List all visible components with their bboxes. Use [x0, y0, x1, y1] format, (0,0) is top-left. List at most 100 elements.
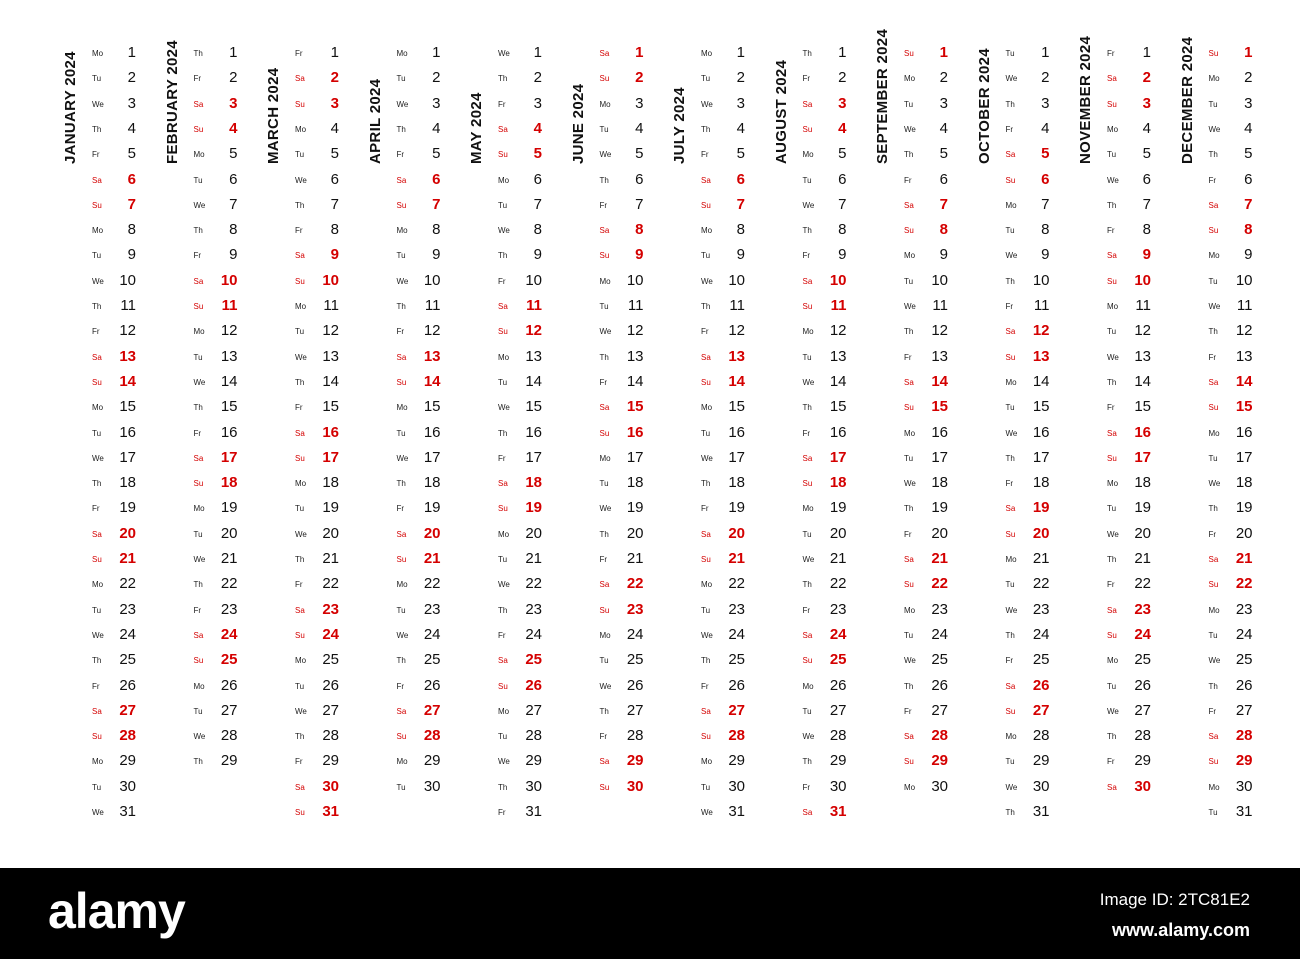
day-row: Th 29: [803, 750, 875, 775]
day-row: Tu 13: [194, 346, 266, 371]
weekday-abbrev: Sa: [1005, 681, 1016, 691]
weekday-abbrev: Tu: [1005, 757, 1015, 767]
day-row: Fr 3: [498, 93, 570, 118]
weekday-abbrev: Su: [396, 732, 407, 742]
weekday-abbrev: Sa: [295, 428, 305, 438]
day-row: Su 21: [701, 548, 773, 573]
weekday-abbrev: Th: [92, 302, 102, 311]
day-row: Th 14: [295, 371, 367, 396]
day-number: 5: [229, 145, 238, 163]
weekday-abbrev: Mo: [498, 175, 510, 185]
weekday-abbrev: We: [904, 124, 916, 134]
day-number: 24: [931, 625, 948, 643]
day-row: Sa 28: [904, 725, 976, 750]
weekday-abbrev: Mo: [193, 681, 205, 691]
weekday-abbrev: Mo: [904, 605, 916, 615]
day-row: Mo 19: [803, 497, 875, 522]
weekday-abbrev: Th: [701, 302, 711, 311]
weekday-abbrev: Tu: [396, 428, 406, 438]
weekday-abbrev: Tu: [599, 479, 609, 489]
day-number: 24: [1134, 625, 1151, 643]
day-row: Mo 1: [397, 42, 469, 67]
day-row: Mo 29: [701, 750, 773, 775]
day-number: 20: [829, 524, 847, 542]
weekday-abbrev: Fr: [802, 251, 811, 261]
day-number: 9: [1041, 246, 1050, 264]
weekday-abbrev: Sa: [396, 352, 407, 362]
weekday-abbrev: Th: [1005, 808, 1015, 817]
day-row: We 2: [1006, 67, 1078, 92]
day-row: We 21: [803, 548, 875, 573]
weekday-abbrev: Sa: [1208, 732, 1219, 742]
weekday-abbrev: Sa: [802, 99, 813, 109]
day-row: Tu 2: [397, 67, 469, 92]
day-row: Mo 10: [600, 270, 672, 295]
weekday-abbrev: Mo: [92, 580, 104, 590]
weekday-abbrev: We: [498, 49, 510, 58]
day-row: We 4: [1209, 118, 1281, 143]
day-row: Su 5: [498, 143, 570, 168]
day-number: 25: [423, 651, 441, 669]
month-column: AUGUST 2024 Th 1 Fr 2 Sa 3 Su 4 Mo 5 Tu 6 We 7 Th 8 Fr 9 Sa…: [773, 42, 873, 842]
watermark-footer: alamy Image ID: 2TC81E2 www.alamy.com: [0, 868, 1300, 959]
day-number: 9: [533, 246, 542, 264]
day-row: Mo 20: [498, 523, 570, 548]
weekday-abbrev: Su: [904, 580, 914, 590]
day-number: 10: [1032, 271, 1050, 289]
weekday-abbrev: Fr: [1005, 656, 1014, 666]
day-number: 31: [525, 803, 542, 820]
day-number: 18: [1032, 474, 1050, 492]
day-row: Mo 17: [600, 447, 672, 472]
day-number: 2: [1041, 69, 1050, 87]
day-row: Fr 31: [498, 801, 570, 826]
day-row: Sa 17: [194, 447, 266, 472]
day-row: Fr 15: [1107, 396, 1179, 421]
day-row: Mo 5: [803, 143, 875, 168]
weekday-abbrev: Tu: [802, 352, 812, 362]
day-number: 16: [525, 423, 542, 441]
day-number: 23: [322, 600, 339, 618]
weekday-abbrev: Fr: [498, 453, 506, 463]
weekday-abbrev: Tu: [904, 99, 914, 109]
weekday-abbrev: Mo: [904, 74, 916, 84]
weekday-abbrev: We: [904, 302, 916, 311]
day-number: 25: [220, 651, 238, 669]
day-number: 31: [119, 803, 136, 820]
weekday-abbrev: Th: [193, 49, 203, 58]
day-number: 1: [127, 44, 136, 61]
day-row: Mo 1: [92, 42, 164, 67]
day-number: 28: [626, 727, 644, 745]
weekday-abbrev: Tu: [701, 251, 711, 261]
day-row: Th 12: [904, 320, 976, 345]
weekday-abbrev: We: [193, 555, 206, 564]
day-row: Sa 18: [498, 472, 570, 497]
weekday-abbrev: We: [92, 99, 104, 109]
day-row: We 14: [803, 371, 875, 396]
day-row: Tu 26: [295, 675, 367, 700]
day-number: 17: [829, 448, 847, 466]
weekday-abbrev: Th: [1208, 327, 1218, 337]
day-row: Th 27: [600, 700, 672, 725]
day-number: 6: [939, 170, 948, 188]
day-number: 28: [1032, 727, 1050, 745]
weekday-abbrev: We: [396, 99, 409, 109]
day-row: Sa 25: [498, 649, 570, 674]
day-row: Fr 23: [803, 599, 875, 624]
day-row: Tu 6: [803, 169, 875, 194]
weekday-abbrev: We: [92, 453, 104, 463]
day-number: 16: [626, 423, 644, 441]
day-row: Sa 17: [803, 447, 875, 472]
day-number: 8: [1041, 221, 1050, 239]
day-number: 20: [119, 524, 136, 542]
day-number: 2: [736, 69, 745, 87]
day-number: 8: [1142, 221, 1151, 239]
weekday-abbrev: Mo: [599, 630, 611, 640]
month-title: APRIL 2024: [367, 42, 391, 202]
weekday-abbrev: Mo: [396, 403, 408, 413]
weekday-abbrev: Su: [1005, 529, 1016, 539]
weekday-abbrev: Su: [802, 124, 813, 134]
weekday-abbrev: Th: [193, 580, 203, 590]
day-row: Mo 22: [92, 573, 164, 598]
day-row: Tu 20: [194, 523, 266, 548]
weekday-abbrev: Su: [498, 150, 508, 160]
